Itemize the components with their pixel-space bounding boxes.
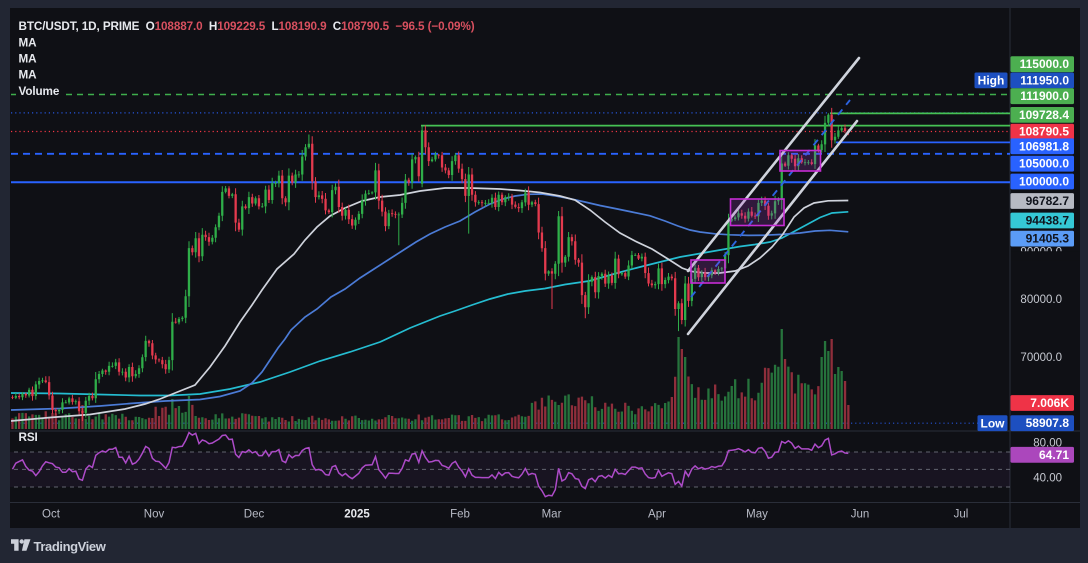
svg-text:96782.7: 96782.7 (1026, 194, 1070, 208)
svg-text:109728.4: 109728.4 (1019, 108, 1069, 122)
svg-text:2025: 2025 (344, 509, 370, 521)
svg-text:BTC/USDT, 1D, PRIME O108887.0: BTC/USDT, 1D, PRIME O108887.0 H109229.5 … (19, 20, 475, 33)
svg-text:MA: MA (19, 37, 38, 50)
svg-text:High: High (978, 74, 1005, 88)
svg-text:Nov: Nov (144, 509, 165, 521)
svg-text:MA: MA (19, 69, 38, 82)
svg-text:Jun: Jun (851, 509, 870, 521)
svg-text:64.71: 64.71 (1039, 448, 1069, 462)
svg-text:7.006K: 7.006K (1030, 396, 1069, 410)
svg-text:80000.0: 80000.0 (1020, 294, 1062, 306)
svg-text:58907.8: 58907.8 (1026, 416, 1070, 430)
svg-text:Apr: Apr (648, 509, 666, 521)
svg-text:111950.0: 111950.0 (1020, 73, 1069, 87)
svg-text:108790.5: 108790.5 (1019, 125, 1069, 139)
svg-text:100000.0: 100000.0 (1019, 175, 1069, 189)
svg-text:Low: Low (981, 416, 1006, 430)
svg-text:MA: MA (19, 53, 38, 66)
svg-text:106981.8: 106981.8 (1019, 139, 1069, 153)
svg-text:Feb: Feb (450, 509, 470, 521)
svg-text:115000.0: 115000.0 (1020, 57, 1070, 71)
svg-text:Volume: Volume (19, 85, 60, 98)
svg-text:105000.0: 105000.0 (1019, 157, 1069, 171)
svg-text:RSI: RSI (19, 431, 38, 444)
svg-text:Oct: Oct (42, 509, 61, 521)
svg-text:May: May (746, 509, 768, 521)
svg-text:94438.7: 94438.7 (1026, 214, 1070, 228)
svg-text:TradingView: TradingView (34, 539, 107, 554)
svg-text:70000.0: 70000.0 (1020, 352, 1062, 364)
svg-text:Dec: Dec (244, 509, 265, 521)
svg-text:91405.3: 91405.3 (1026, 232, 1070, 246)
svg-text:40.00: 40.00 (1033, 473, 1062, 485)
svg-text:111900.0: 111900.0 (1020, 89, 1069, 103)
svg-text:Mar: Mar (542, 509, 562, 521)
svg-text:Jul: Jul (954, 509, 969, 521)
svg-text:80.00: 80.00 (1033, 438, 1062, 450)
